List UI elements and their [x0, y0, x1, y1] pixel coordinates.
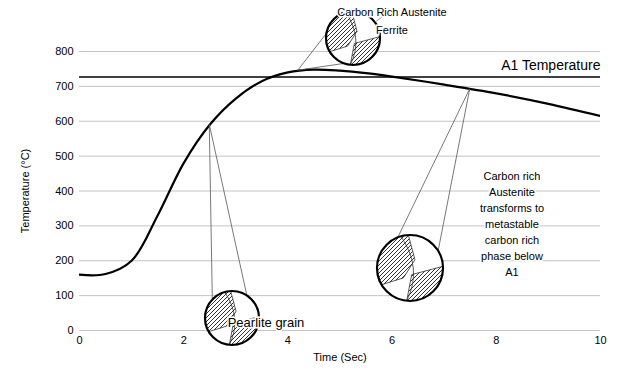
svg-text:transforms to: transforms to [480, 202, 544, 214]
svg-text:Ferrite: Ferrite [376, 24, 408, 36]
svg-text:Carbon rich: Carbon rich [484, 170, 541, 182]
svg-text:Time (Sec): Time (Sec) [313, 351, 366, 363]
svg-text:800: 800 [55, 45, 73, 57]
svg-text:100: 100 [55, 289, 73, 301]
svg-text:carbon rich: carbon rich [485, 234, 539, 246]
svg-text:0: 0 [76, 334, 82, 346]
svg-text:Temperature (°C): Temperature (°C) [19, 149, 31, 233]
svg-text:Carbon Rich Austenite: Carbon Rich Austenite [337, 6, 446, 18]
svg-text:400: 400 [55, 185, 73, 197]
svg-text:4: 4 [285, 334, 291, 346]
svg-text:300: 300 [55, 219, 73, 231]
svg-text:phase below: phase below [481, 250, 543, 262]
svg-text:8: 8 [493, 334, 499, 346]
svg-text:A1 Temperature: A1 Temperature [501, 57, 601, 73]
svg-text:0: 0 [67, 324, 73, 336]
svg-text:700: 700 [55, 80, 73, 92]
svg-text:A1: A1 [505, 266, 518, 278]
svg-text:Austenite: Austenite [489, 186, 535, 198]
svg-text:2: 2 [181, 334, 187, 346]
svg-text:6: 6 [389, 334, 395, 346]
svg-text:200: 200 [55, 254, 73, 266]
svg-text:metastable: metastable [485, 218, 539, 230]
svg-text:600: 600 [55, 115, 73, 127]
svg-text:500: 500 [55, 150, 73, 162]
svg-text:10: 10 [594, 334, 606, 346]
svg-text:Pearlite grain: Pearlite grain [228, 315, 305, 330]
